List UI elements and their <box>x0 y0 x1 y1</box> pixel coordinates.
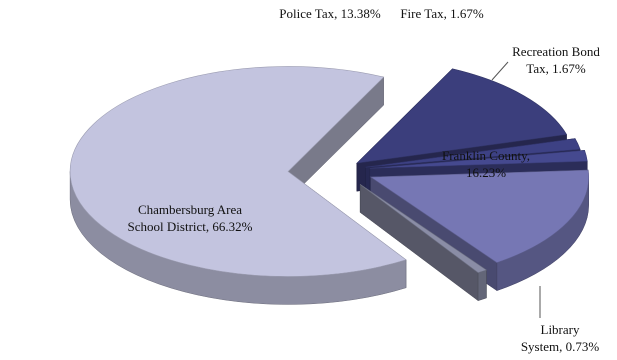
slice-label-3: Franklin County, 16.23% <box>442 148 530 180</box>
pie-slices <box>69 66 589 305</box>
leader-line-2 <box>491 61 509 81</box>
pie-slice-5 <box>69 66 407 305</box>
slice-label-0: Police Tax, 13.38% <box>279 6 381 21</box>
slice-label-5: Chambersburg Area School District, 66.32% <box>128 202 253 234</box>
slice-top <box>69 66 407 277</box>
slice-label-2: Recreation Bond Tax, 1.67% <box>512 44 600 76</box>
slice-top <box>369 150 588 169</box>
slice-top <box>369 169 589 263</box>
slice-top <box>365 138 581 168</box>
slice-top <box>359 184 488 274</box>
slice-rim <box>477 269 487 302</box>
slice-label-1: Fire Tax, 1.67% <box>400 6 484 21</box>
slice-labels: Police Tax, 13.38% Fire Tax, 1.67% Recreat… <box>128 6 601 354</box>
slice-top <box>356 68 568 164</box>
slice-label-4: Library System, 0.73% <box>521 322 600 354</box>
pie-slice-4 <box>359 183 488 302</box>
leader-lines <box>491 61 541 318</box>
